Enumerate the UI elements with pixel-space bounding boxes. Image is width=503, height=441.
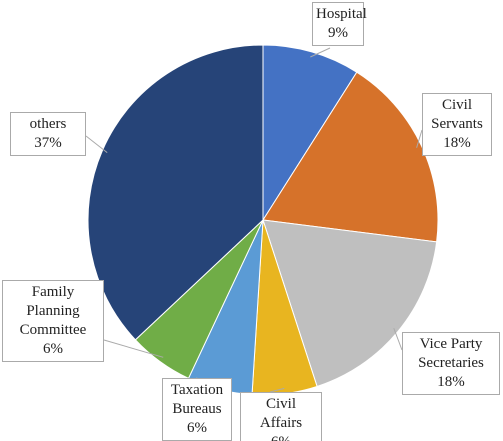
pie-slice [262,71,439,243]
label-name: others [29,116,67,132]
leader-line [416,129,423,148]
label-value: 6% [187,420,207,436]
label-name: Hospital [316,6,367,22]
leader-line [85,135,108,153]
data-label: Taxation Bureaus 6% [162,378,232,441]
label-value: 6% [43,341,63,357]
data-label: Vice Party Secretaries 18% [402,332,500,395]
leader-line [393,328,403,351]
data-label: Hospital 9% [312,2,367,46]
leader-line [103,339,164,358]
leader-line [310,47,331,58]
data-label: Civil Servants 18% [422,93,492,156]
label-value: 18% [437,374,465,390]
label-name: Vice Party Secretaries [418,336,484,371]
label-name: Civil Affairs [259,396,303,431]
label-name: Taxation Bureaus [170,382,224,417]
label-name: Civil Servants [431,97,483,132]
label-name: Family Planning Committee [19,284,87,338]
pie-slice [262,44,358,222]
pie-slice [87,44,264,341]
leader-line [269,387,285,393]
label-value: 6% [244,433,318,441]
label-value: 37% [34,135,62,151]
data-label: Family Planning Committee 6% [2,280,104,362]
data-label: others 37% [10,112,86,156]
label-value: 18% [443,135,471,151]
pie-slice [262,219,438,388]
label-value: 9% [328,25,348,41]
data-label: Civil Affairs 6% [240,392,322,441]
